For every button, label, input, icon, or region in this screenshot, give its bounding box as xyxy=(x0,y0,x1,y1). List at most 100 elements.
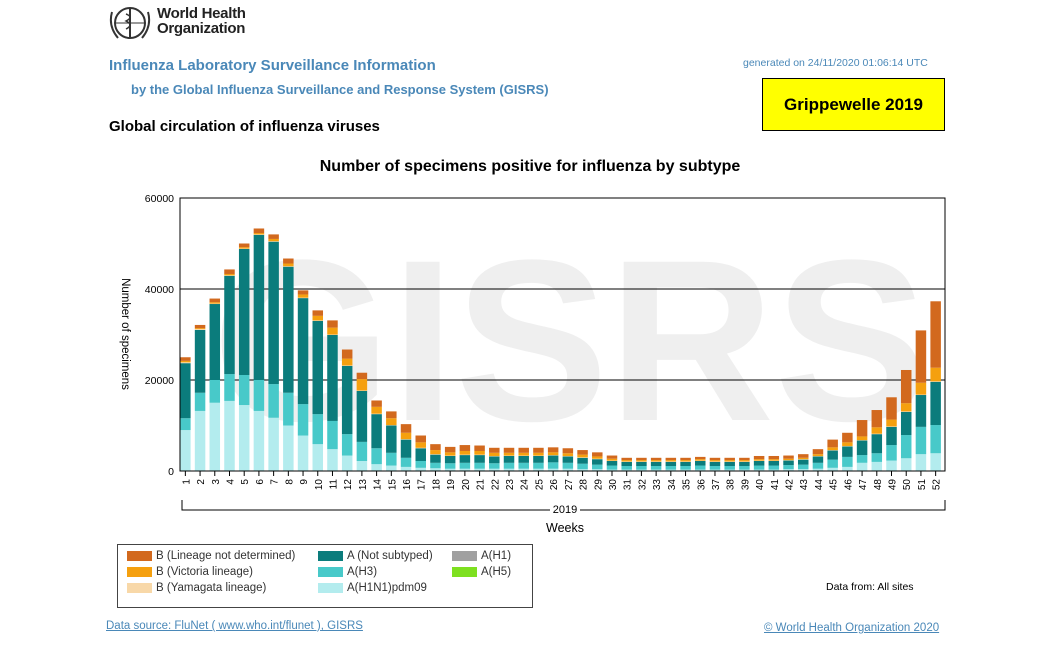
legend-swatch xyxy=(318,551,343,561)
generated-timestamp: generated on 24/11/2020 01:06:14 UTC xyxy=(743,57,928,69)
x-tick-label: 6 xyxy=(255,479,266,485)
bar-segment xyxy=(518,452,529,456)
data-source-link[interactable]: Data source: FluNet ( www.who.int/flunet… xyxy=(106,620,363,632)
bar-segment xyxy=(680,469,691,471)
x-tick-label: 21 xyxy=(476,479,487,491)
bar-segment xyxy=(533,455,544,463)
bar-segment xyxy=(533,462,544,469)
bar-segment xyxy=(665,460,677,462)
legend-label: A(H1) xyxy=(481,550,512,562)
bar-segment xyxy=(753,455,765,460)
bar-segment xyxy=(238,243,250,248)
bar-segment xyxy=(592,456,603,459)
page-subtitle: by the Global Influenza Surveillance and… xyxy=(131,82,549,97)
bar-segment xyxy=(327,420,338,450)
bar-segment xyxy=(577,457,588,464)
bar-segment xyxy=(900,435,912,459)
copyright-link[interactable]: © World Health Organization 2020 xyxy=(764,622,940,634)
bar-segment xyxy=(739,457,750,461)
bar-segment xyxy=(253,233,265,235)
x-tick-label: 25 xyxy=(534,479,545,491)
x-tick-label: 30 xyxy=(608,479,619,491)
bar-segment xyxy=(533,447,544,453)
bar-segment xyxy=(871,427,883,434)
bar-segment xyxy=(606,460,618,466)
bar-segment xyxy=(842,442,853,446)
bar-segment xyxy=(812,456,824,463)
bar-segment xyxy=(474,462,485,469)
bar-segment xyxy=(341,349,353,359)
x-tick-label: 52 xyxy=(932,479,943,491)
bar-segment xyxy=(518,468,529,471)
bar-segment xyxy=(739,465,750,470)
bar-segment xyxy=(180,360,191,363)
x-tick-label: 50 xyxy=(902,479,913,491)
bar-segment xyxy=(297,298,309,405)
x-tick-label: 39 xyxy=(740,479,751,491)
x-tick-label: 44 xyxy=(814,479,825,491)
bar-segment xyxy=(797,454,809,458)
data-from-note: Data from: All sites xyxy=(826,581,914,593)
bar-segment xyxy=(695,469,706,471)
bar-segment xyxy=(636,465,647,470)
x-group-label: 2019 xyxy=(553,504,577,516)
bar-segment xyxy=(856,440,868,456)
bar-segment xyxy=(797,457,809,460)
bar-segment xyxy=(489,463,500,469)
bar-segment xyxy=(238,405,250,471)
x-group-label-bg xyxy=(550,503,580,515)
chart-legend: B (Lineage not determined) B (Victoria li… xyxy=(117,544,533,608)
bar-segment xyxy=(695,459,706,461)
x-tick-label: 41 xyxy=(770,479,781,491)
bar-segment xyxy=(812,454,824,456)
bar-segment xyxy=(724,461,735,466)
bar-segment xyxy=(577,450,588,455)
bar-segment xyxy=(459,455,471,463)
bar-segment xyxy=(577,463,588,470)
bar-segment xyxy=(695,465,706,470)
bar-segment xyxy=(709,465,721,470)
bar-segment xyxy=(209,380,221,403)
who-logo xyxy=(109,7,151,39)
legend-swatch xyxy=(318,583,343,593)
bar-segment xyxy=(194,410,206,471)
bar-segment xyxy=(724,460,735,462)
bar-segment xyxy=(180,363,191,419)
x-tick-label: 29 xyxy=(593,479,604,491)
bar-segment xyxy=(356,372,368,380)
bar-segment xyxy=(459,450,471,455)
bar-segment xyxy=(739,460,750,462)
bar-segment xyxy=(900,458,912,471)
bar-segment xyxy=(695,460,706,466)
section-title: Global circulation of influenza viruses xyxy=(109,118,380,135)
bar-segment xyxy=(871,461,883,471)
bar-segment xyxy=(871,434,883,454)
legend-swatch xyxy=(127,583,152,593)
bar-segment xyxy=(341,455,353,471)
bar-segment xyxy=(606,455,618,459)
x-tick-label: 36 xyxy=(696,479,707,491)
bar-segment xyxy=(371,406,382,414)
y-tick-label: 20000 xyxy=(145,375,174,387)
bar-segment xyxy=(430,468,441,471)
bar-segment xyxy=(665,465,677,470)
page-title: Influenza Laboratory Surveillance Inform… xyxy=(109,57,436,74)
x-tick-label: 16 xyxy=(402,479,413,491)
bar-segment xyxy=(886,460,897,471)
bar-segment xyxy=(415,460,426,468)
y-tick-label: 40000 xyxy=(145,284,174,296)
x-tick-label: 15 xyxy=(387,479,398,491)
x-tick-label: 38 xyxy=(726,479,737,491)
legend-item: B (Victoria lineage) xyxy=(127,566,253,578)
bar-segment xyxy=(459,445,471,451)
bar-segment xyxy=(812,449,824,455)
bar-segment xyxy=(797,464,809,470)
bar-segment xyxy=(400,439,412,458)
bar-segment xyxy=(606,465,618,470)
bar-segment xyxy=(562,462,574,469)
bar-segment xyxy=(430,444,441,451)
legend-item: B (Lineage not determined) xyxy=(127,550,295,562)
bar-segment xyxy=(238,374,250,406)
legend-item: A(H3) xyxy=(318,566,377,578)
